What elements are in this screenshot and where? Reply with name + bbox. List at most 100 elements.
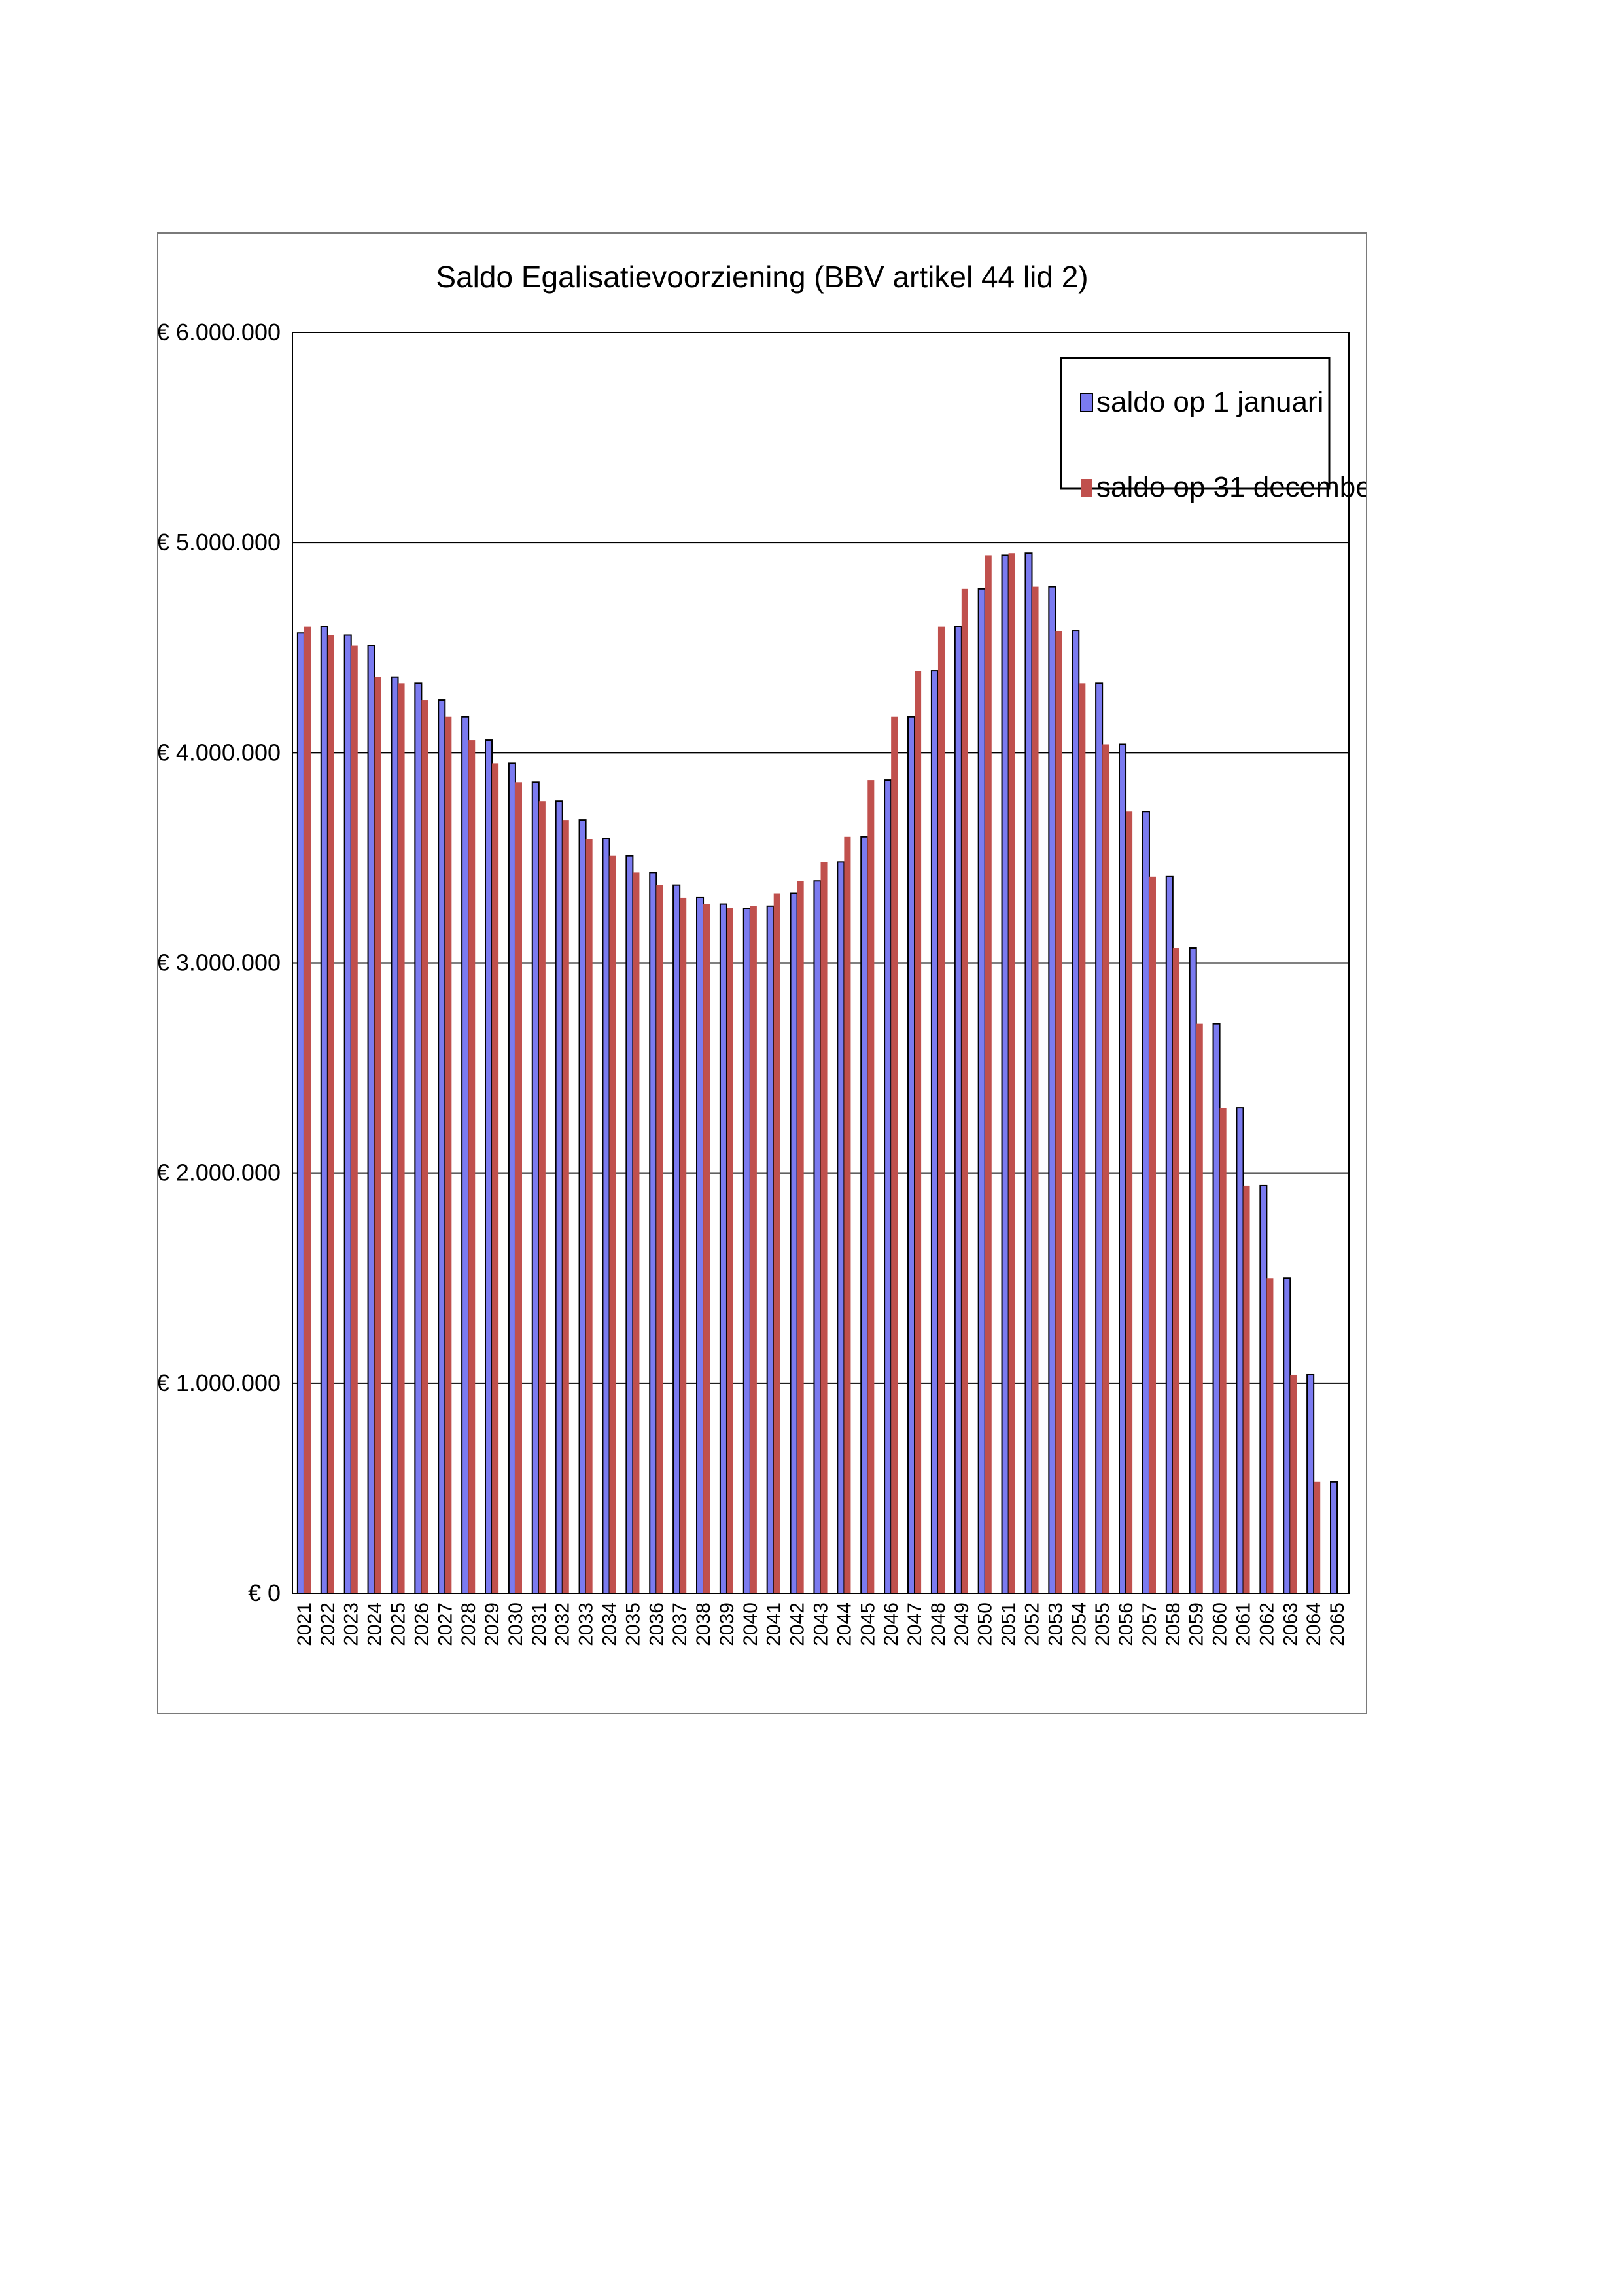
- bar-dec-2022: [327, 635, 334, 1593]
- bar-dec-2041: [773, 893, 780, 1593]
- bar-jan-2041: [766, 905, 775, 1594]
- bar-dec-2033: [585, 839, 593, 1593]
- bar-dec-2024: [374, 677, 381, 1593]
- bar-dec-2051: [1008, 553, 1015, 1593]
- bar-dec-2046: [891, 716, 898, 1593]
- legend-label-jan: saldo op 1 januari: [1096, 386, 1323, 418]
- x-tick-label: 2044: [833, 1602, 855, 1646]
- x-tick-label: 2056: [1115, 1602, 1137, 1646]
- bar-jan-2042: [790, 892, 798, 1594]
- bar-jan-2065: [1330, 1481, 1338, 1594]
- bar-jan-2064: [1306, 1373, 1315, 1595]
- bar-jan-2027: [438, 699, 446, 1595]
- bar-jan-2035: [625, 855, 634, 1595]
- x-tick-label: 2048: [928, 1602, 949, 1646]
- bar-dec-2050: [985, 555, 992, 1593]
- bar-dec-2060: [1219, 1108, 1227, 1593]
- x-tick-label: 2049: [951, 1602, 973, 1646]
- bar-jan-2046: [884, 779, 892, 1595]
- x-tick-label: 2035: [622, 1602, 644, 1646]
- bar-jan-2060: [1212, 1023, 1221, 1594]
- bar-jan-2057: [1142, 811, 1150, 1594]
- bar-dec-2043: [820, 862, 828, 1593]
- bar-dec-2023: [351, 645, 358, 1593]
- x-tick-label: 2051: [998, 1602, 1020, 1646]
- x-tick-label: 2039: [716, 1602, 738, 1646]
- bar-jan-2058: [1165, 875, 1174, 1594]
- bar-jan-2051: [1001, 554, 1009, 1595]
- x-tick-label: 2062: [1256, 1602, 1278, 1646]
- x-tick-label: 2032: [552, 1602, 574, 1646]
- x-tick-label: 2058: [1162, 1602, 1184, 1646]
- bar-jan-2063: [1283, 1277, 1291, 1594]
- chart-title: Saldo Egalisatievoorziening (BBV artikel…: [436, 260, 1088, 294]
- x-tick-label: 2037: [669, 1602, 691, 1646]
- bar-dec-2048: [937, 626, 945, 1594]
- bar-dec-2052: [1032, 586, 1039, 1593]
- y-axis-tick-labels: € 0 € 1.000.000 € 2.000.000 € 3.000.000 € 4.…: [158, 319, 281, 1606]
- bar-jan-2044: [837, 861, 845, 1595]
- bar-jan-2029: [485, 739, 493, 1594]
- legend-swatch-dec: [1081, 479, 1092, 497]
- x-tick-label: 2021: [294, 1602, 315, 1646]
- x-tick-label: 2043: [811, 1602, 832, 1646]
- bar-dec-2055: [1102, 744, 1109, 1593]
- bar-dec-2029: [492, 763, 499, 1593]
- legend-label-dec: saldo op 31 december: [1096, 471, 1366, 503]
- x-tick-label: 2022: [317, 1602, 339, 1646]
- bar-dec-2064: [1314, 1481, 1321, 1593]
- bar-jan-2032: [555, 800, 563, 1594]
- x-tick-label: 2029: [481, 1602, 503, 1646]
- x-tick-label: 2025: [388, 1602, 410, 1646]
- bar-jan-2040: [742, 907, 751, 1594]
- x-tick-label: 2060: [1210, 1602, 1231, 1646]
- bar-jan-2059: [1189, 947, 1197, 1594]
- bar-jan-2052: [1024, 552, 1033, 1595]
- bar-jan-2037: [672, 884, 681, 1594]
- bar-chart: Saldo Egalisatievoorziening (BBV artikel…: [158, 260, 1366, 1646]
- x-tick-label: 2053: [1045, 1602, 1066, 1646]
- x-tick-label: 2050: [975, 1602, 996, 1646]
- x-tick-label: 2063: [1280, 1602, 1301, 1646]
- bar-jan-2038: [696, 896, 705, 1594]
- bar-jan-2054: [1072, 630, 1080, 1594]
- bar-jan-2045: [860, 836, 869, 1594]
- x-tick-label: 2047: [904, 1602, 926, 1646]
- bar-dec-2056: [1126, 811, 1133, 1593]
- bar-dec-2053: [1055, 631, 1062, 1593]
- bars: [296, 552, 1338, 1595]
- bar-jan-2024: [367, 645, 375, 1594]
- x-tick-label: 2027: [434, 1602, 456, 1646]
- x-tick-label: 2041: [763, 1602, 785, 1646]
- x-tick-label: 2023: [341, 1602, 362, 1646]
- bar-jan-2039: [719, 903, 727, 1594]
- bar-dec-2036: [656, 885, 663, 1593]
- bar-jan-2048: [930, 670, 939, 1594]
- x-tick-label: 2057: [1139, 1602, 1161, 1646]
- bar-dec-2032: [562, 820, 569, 1593]
- x-tick-label: 2038: [693, 1602, 714, 1646]
- bar-jan-2062: [1259, 1184, 1268, 1594]
- bar-dec-2049: [961, 588, 968, 1594]
- bar-jan-2050: [977, 588, 986, 1594]
- x-tick-label: 2030: [505, 1602, 527, 1646]
- y-tick-label: € 4.000.000: [158, 739, 281, 766]
- bar-dec-2042: [797, 881, 804, 1593]
- x-tick-label: 2042: [787, 1602, 809, 1646]
- x-tick-label: 2054: [1068, 1602, 1090, 1646]
- bar-dec-2030: [515, 782, 522, 1593]
- x-tick-label: 2055: [1092, 1602, 1113, 1646]
- y-tick-label: € 1.000.000: [158, 1369, 281, 1396]
- x-tick-label: 2028: [458, 1602, 480, 1646]
- bar-dec-2028: [468, 740, 476, 1593]
- bar-dec-2062: [1266, 1278, 1274, 1593]
- x-tick-label: 2046: [881, 1602, 902, 1646]
- x-tick-label: 2040: [740, 1602, 761, 1646]
- y-tick-label: € 6.000.000: [158, 319, 281, 345]
- x-tick-label: 2033: [576, 1602, 597, 1646]
- y-tick-label: € 5.000.000: [158, 529, 281, 556]
- bar-dec-2031: [538, 801, 546, 1593]
- x-tick-label: 2064: [1303, 1602, 1325, 1646]
- legend-swatch-jan: [1080, 393, 1093, 412]
- x-tick-label: 2031: [529, 1602, 550, 1646]
